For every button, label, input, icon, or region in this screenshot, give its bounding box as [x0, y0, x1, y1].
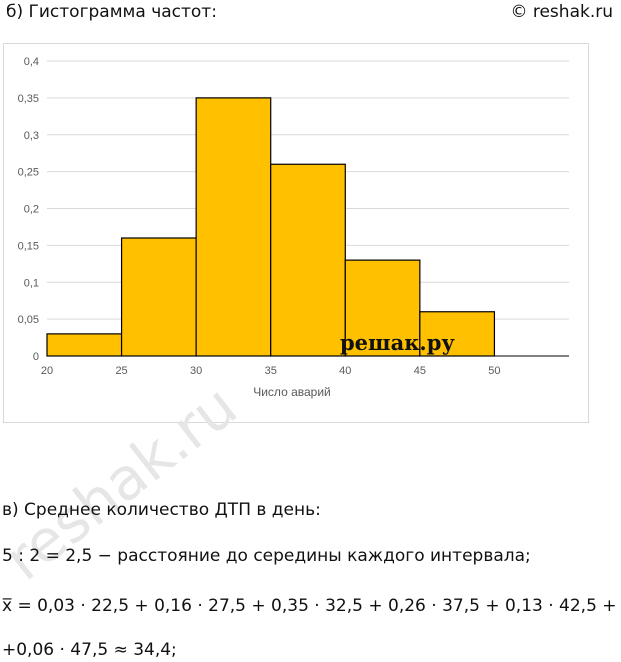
y-tick-label: 0,25: [18, 167, 39, 179]
histogram-bar: [270, 163, 346, 357]
section-c-title: в) Среднее количество ДТП в день:: [2, 500, 321, 520]
y-tick-label: 0,3: [24, 130, 39, 142]
y-tick-label: 0,2: [24, 204, 39, 216]
y-tick-label: 0,4: [24, 56, 39, 68]
histogram-bar: [195, 97, 272, 357]
x-tick-label: 50: [488, 365, 500, 377]
y-tick-label: 0,05: [18, 314, 39, 326]
y-tick-label: 0,15: [18, 240, 39, 252]
chart-watermark: решак.ру: [340, 330, 455, 355]
section-b-label: б) Гистограмма частот:: [6, 2, 217, 22]
y-tick-label: 0,1: [24, 277, 39, 289]
y-tick-label: 0: [33, 351, 39, 363]
mean-formula-line-2: +0,06 · 47,5 ≈ 34,4;: [2, 640, 177, 660]
histogram-chart: 0 0,05 0,1 0,15 0,2 0,25 0,3 0,35 0,4 20 25 30 35 40 4…: [3, 43, 589, 423]
x-tick-label: 45: [414, 365, 426, 377]
histogram-bar: [120, 237, 197, 357]
x-tick-label: 35: [265, 365, 277, 377]
mean-formula-line-1: x̅ = 0,03 · 22,5 + 0,16 · 27,5 + 0,35 · …: [2, 596, 617, 616]
copyright-mark: © reshak.ru: [510, 2, 613, 22]
histogram-bar: [344, 259, 421, 357]
y-tick-label: 0,35: [18, 93, 39, 105]
interval-midpoint-line: 5 : 2 = 2,5 − расстояние до середины каж…: [2, 546, 531, 566]
x-axis-title: Число аварий: [253, 385, 331, 399]
x-tick-label: 25: [115, 365, 127, 377]
x-tick-label: 20: [41, 365, 53, 377]
x-tick-label: 40: [339, 365, 351, 377]
histogram-bar: [46, 333, 123, 357]
histogram-svg: 0 0,05 0,1 0,15 0,2 0,25 0,3 0,35 0,4 20 25 30 35 40 4…: [18, 56, 569, 399]
x-tick-label: 30: [190, 365, 202, 377]
